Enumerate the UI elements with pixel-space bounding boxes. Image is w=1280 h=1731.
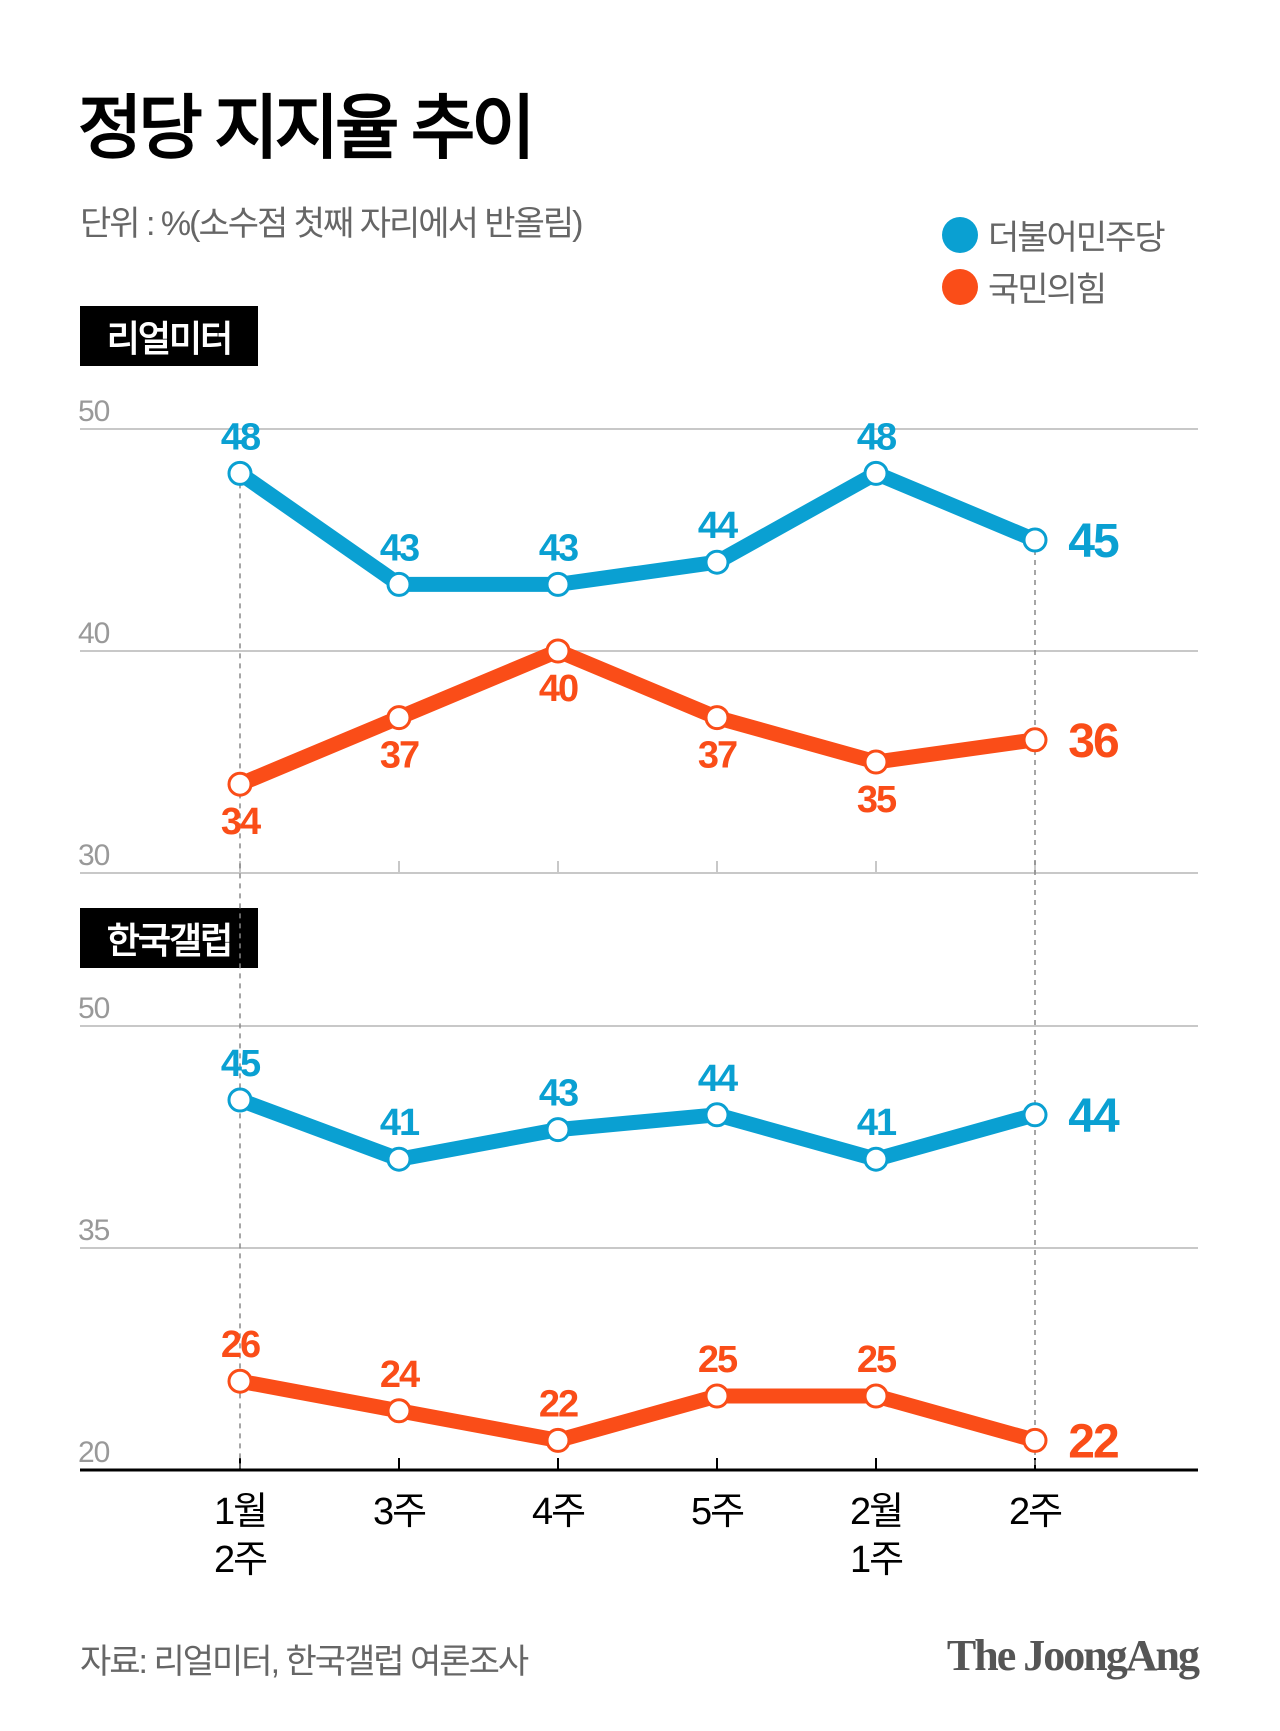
data-point xyxy=(545,638,571,664)
legend-item-ppp: 국민의힘 xyxy=(942,262,1107,311)
x-tick-label: 1월 xyxy=(214,1491,266,1533)
data-point xyxy=(863,1383,889,1409)
data-label: 36 xyxy=(1068,715,1118,768)
unit-note: 단위 : %(소수점 첫째 자리에서 반올림) xyxy=(80,205,583,243)
y-tick-label: 40 xyxy=(78,617,110,650)
x-tick-label: 3주 xyxy=(373,1491,425,1533)
data-label: 22 xyxy=(1068,1415,1118,1468)
data-label: 45 xyxy=(1068,515,1119,568)
data-label: 25 xyxy=(698,1339,738,1381)
legend-dot-icon xyxy=(942,268,978,305)
data-label: 43 xyxy=(380,527,419,569)
y-tick-label: 50 xyxy=(78,992,110,1025)
data-point xyxy=(863,1146,889,1172)
data-label: 40 xyxy=(539,668,578,710)
y-tick-label: 35 xyxy=(78,1214,110,1247)
data-point xyxy=(545,1117,571,1143)
data-label: 37 xyxy=(698,735,737,777)
legend-dot-icon xyxy=(942,216,978,253)
x-tick-label: 4주 xyxy=(532,1491,584,1533)
source-note: 자료: 리얼미터, 한국갤럽 여론조사 xyxy=(80,1643,529,1681)
y-tick-label: 20 xyxy=(78,1436,110,1469)
data-label: 43 xyxy=(539,1073,578,1115)
data-point xyxy=(704,1383,730,1409)
x-tick-label: 2주 xyxy=(214,1539,266,1581)
data-point xyxy=(1022,527,1048,553)
data-point xyxy=(704,705,730,731)
data-label: 25 xyxy=(857,1339,897,1381)
data-label: 44 xyxy=(698,505,738,547)
data-point xyxy=(386,705,412,731)
x-tick-label: 1주 xyxy=(850,1539,902,1581)
series-line xyxy=(237,642,1037,792)
data-label: 44 xyxy=(698,1058,738,1100)
page-title: 정당 지지율 추이 xyxy=(78,89,536,167)
data-label: 22 xyxy=(539,1383,578,1425)
data-point xyxy=(1022,1102,1048,1128)
data-label: 26 xyxy=(221,1324,260,1366)
series-line xyxy=(238,1373,1038,1449)
data-point xyxy=(863,749,889,775)
data-label: 41 xyxy=(857,1102,897,1144)
data-point xyxy=(704,1102,730,1128)
y-tick-label: 30 xyxy=(78,839,110,872)
data-label: 43 xyxy=(539,527,578,569)
y-tick-label: 50 xyxy=(78,395,110,428)
x-tick-label: 2주 xyxy=(1009,1491,1061,1533)
series-line xyxy=(237,1092,1038,1167)
data-label: 35 xyxy=(857,779,897,821)
data-label: 48 xyxy=(221,416,260,458)
x-tick-label: 5주 xyxy=(691,1491,743,1533)
data-label: 48 xyxy=(857,416,896,458)
data-point xyxy=(1022,1427,1048,1453)
data-label: 34 xyxy=(221,801,261,843)
logo: The JoongAng xyxy=(946,1631,1200,1680)
chart-title-gallup: 한국갤럽 xyxy=(80,908,258,968)
data-point xyxy=(545,1427,571,1453)
data-point xyxy=(227,1087,253,1113)
data-label: 37 xyxy=(380,735,419,777)
data-label: 44 xyxy=(1068,1090,1120,1143)
series-line xyxy=(235,465,1038,592)
data-point xyxy=(545,571,571,597)
data-label: 45 xyxy=(221,1043,261,1085)
data-point xyxy=(386,1398,412,1424)
x-tick-label: 2월 xyxy=(850,1491,902,1533)
chart-title-realmeter: 리얼미터 xyxy=(80,306,258,366)
data-point xyxy=(386,571,412,597)
data-point xyxy=(227,771,253,797)
legend-item-democratic: 더불어민주당 xyxy=(942,210,1166,259)
legend-label: 국민의힘 xyxy=(988,271,1107,309)
data-point xyxy=(227,1368,253,1394)
data-label: 24 xyxy=(380,1354,420,1396)
data-point xyxy=(1022,727,1048,753)
data-label: 41 xyxy=(380,1102,420,1144)
data-point xyxy=(227,460,253,486)
legend-label: 더불어민주당 xyxy=(988,219,1166,257)
data-point xyxy=(704,549,730,575)
data-point xyxy=(386,1146,412,1172)
data-point xyxy=(863,460,889,486)
